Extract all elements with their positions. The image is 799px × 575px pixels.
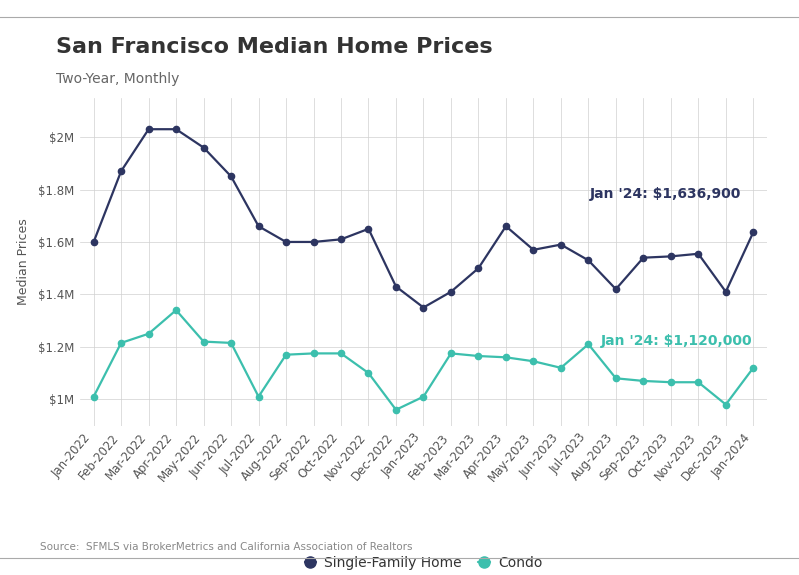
Single-Family Home [501, 223, 511, 229]
Single-Family Home [666, 253, 676, 260]
Y-axis label: Median Prices: Median Prices [17, 218, 30, 305]
Condo [694, 379, 703, 386]
Text: Jan '24: $1,636,900: Jan '24: $1,636,900 [590, 187, 741, 201]
Single-Family Home [199, 144, 209, 151]
Single-Family Home [556, 241, 566, 248]
Single-Family Home [117, 168, 126, 175]
Single-Family Home [446, 288, 455, 295]
Single-Family Home [336, 236, 346, 243]
Condo [721, 401, 730, 408]
Condo [638, 377, 648, 384]
Single-Family Home [529, 246, 539, 253]
Condo [117, 339, 126, 346]
Single-Family Home [144, 126, 153, 133]
Single-Family Home [694, 250, 703, 257]
Single-Family Home [392, 283, 401, 290]
Text: San Francisco Median Home Prices: San Francisco Median Home Prices [56, 37, 492, 58]
Condo [254, 393, 264, 400]
Single-Family Home [89, 239, 98, 246]
Condo [199, 338, 209, 345]
Single-Family Home [419, 304, 428, 311]
Condo [583, 341, 593, 348]
Single-Family Home [171, 126, 181, 133]
Condo [529, 358, 539, 365]
Single-Family Home [611, 286, 621, 293]
Single-Family Home [308, 239, 318, 246]
Condo [419, 393, 428, 400]
Condo [144, 330, 153, 337]
Single-Family Home [638, 254, 648, 261]
Condo [308, 350, 318, 357]
Condo [336, 350, 346, 357]
Condo [501, 354, 511, 361]
Text: Two-Year, Monthly: Two-Year, Monthly [56, 72, 179, 86]
Condo [749, 365, 758, 371]
Condo [611, 375, 621, 382]
Condo [556, 365, 566, 371]
Condo [474, 352, 483, 359]
Condo [171, 306, 181, 313]
Line: Single-Family Home: Single-Family Home [90, 126, 757, 311]
Single-Family Home [721, 288, 730, 295]
Condo [364, 370, 373, 377]
Single-Family Home [749, 229, 758, 236]
Single-Family Home [281, 239, 291, 246]
Condo [392, 407, 401, 413]
Legend: Single-Family Home, Condo: Single-Family Home, Condo [299, 551, 548, 575]
Single-Family Home [226, 173, 236, 180]
Condo [666, 379, 676, 386]
Single-Family Home [364, 225, 373, 232]
Single-Family Home [474, 264, 483, 271]
Text: Source:  SFMLS via BrokerMetrics and California Association of Realtors: Source: SFMLS via BrokerMetrics and Cali… [40, 542, 412, 552]
Text: Jan '24: $1,120,000: Jan '24: $1,120,000 [601, 334, 752, 348]
Condo [89, 393, 98, 400]
Line: Condo: Condo [90, 307, 757, 413]
Condo [226, 339, 236, 346]
Condo [446, 350, 455, 357]
Condo [281, 351, 291, 358]
Single-Family Home [583, 257, 593, 264]
Single-Family Home [254, 223, 264, 229]
